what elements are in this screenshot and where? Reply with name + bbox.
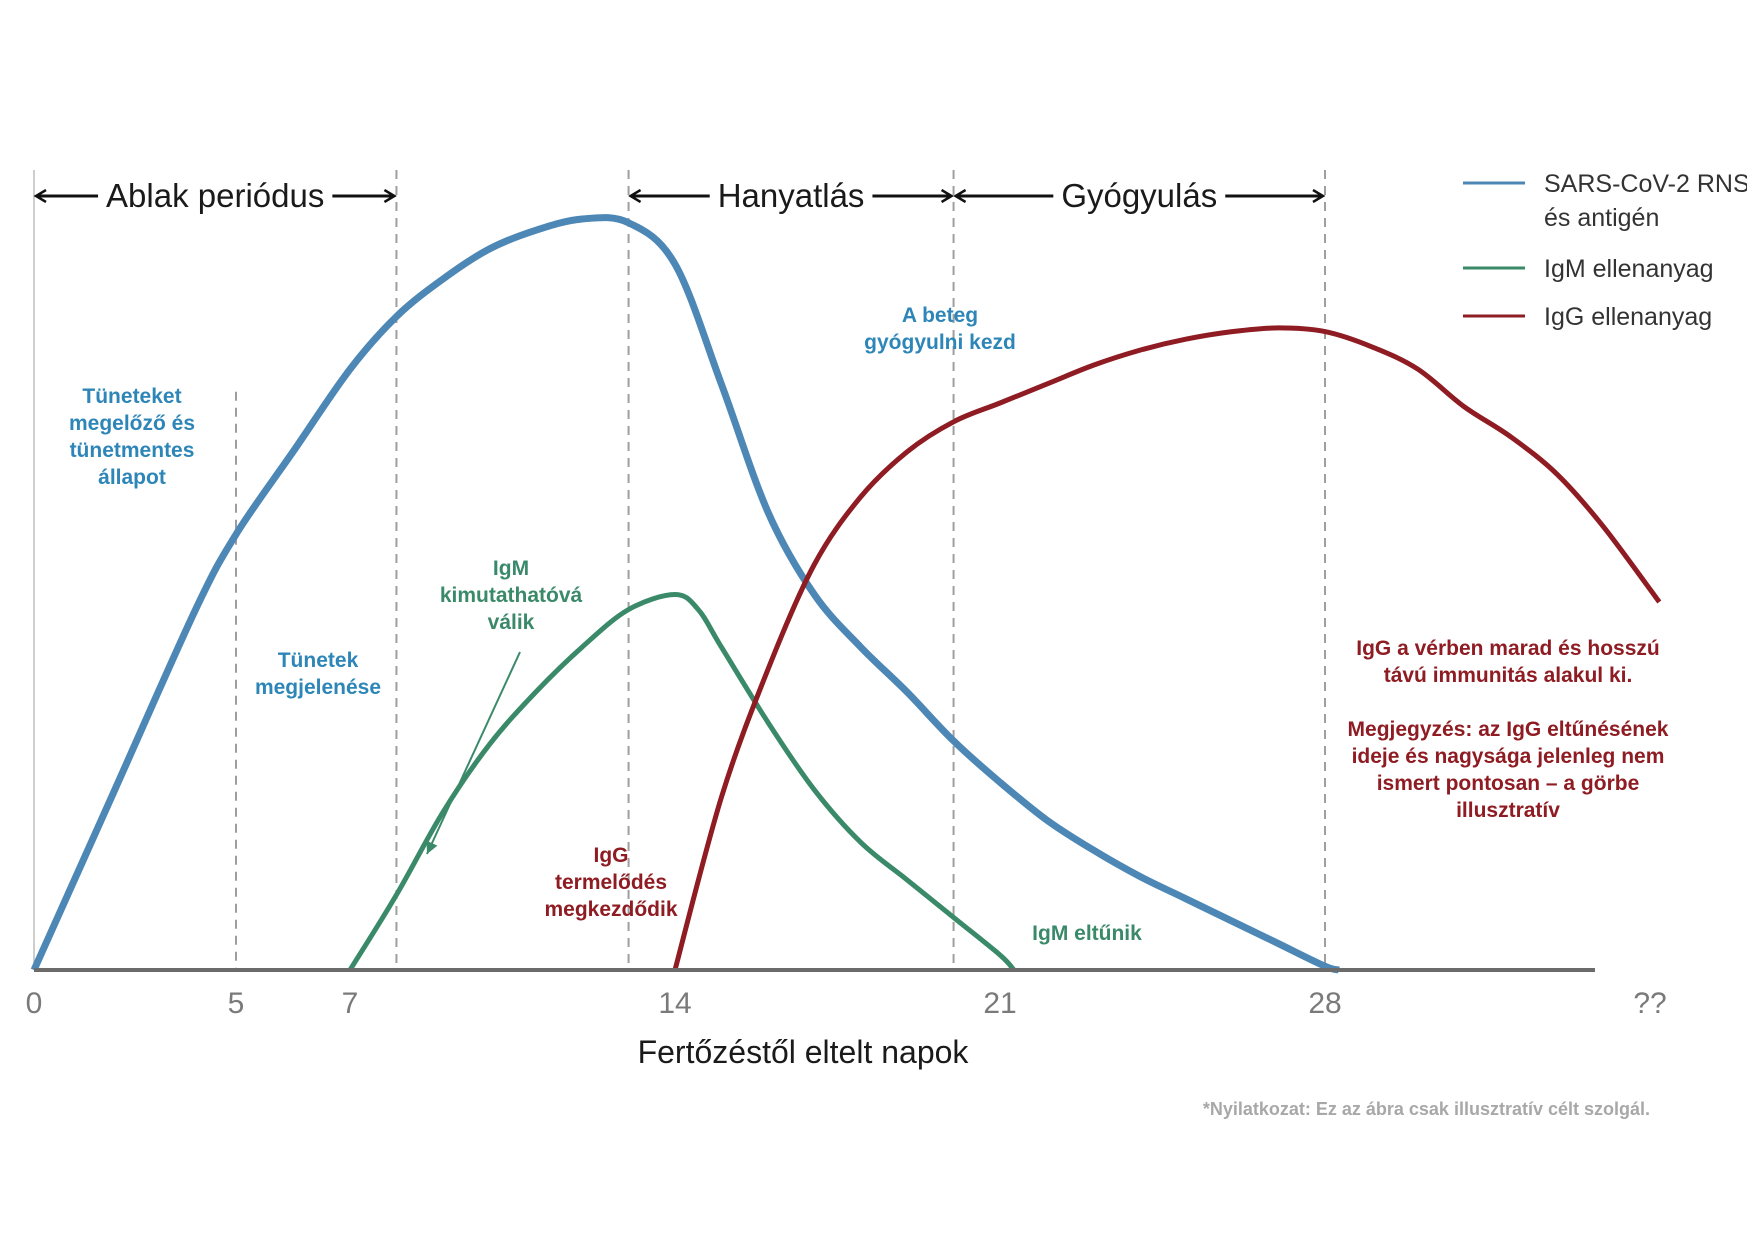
annotation-line: IgG a vérben marad és hosszú xyxy=(1356,637,1659,660)
x-tick-label: 0 xyxy=(26,987,43,1020)
x-tick-label: 28 xyxy=(1308,987,1341,1020)
x-tick-label: 14 xyxy=(658,987,691,1020)
legend-label-rna: SARS-CoV-2 RNS és antigén xyxy=(1544,170,1747,232)
series-lines xyxy=(30,214,1662,974)
annotation-recovery-start: A beteg gyógyulni kezd xyxy=(864,304,1016,354)
x-tick-label: ?? xyxy=(1633,987,1666,1020)
disclaimer-text: *Nyilatkozat: Ez az ábra csak illusztrat… xyxy=(1203,1099,1650,1119)
annotation-line: tünetmentes xyxy=(70,439,195,462)
phase-labels: Ablak periódus Hanyatlás Gyógyulás xyxy=(36,177,1323,214)
annotation-line: A beteg xyxy=(902,304,978,327)
annotation-line: Tünetek xyxy=(278,649,359,672)
legend-label-line: és antigén xyxy=(1544,204,1659,232)
x-axis-label: Fertőzéstől eltelt napok xyxy=(638,1034,970,1070)
annotation-line: IgM eltűnik xyxy=(1032,922,1142,945)
annotation-line: IgG xyxy=(594,844,629,867)
annotation-presymptomatic: Tüneteket megelőző és tünetmentes állapot xyxy=(69,385,195,489)
annotation-igm-detectable: IgM kimutathatóvá válik xyxy=(440,557,583,634)
annotation-line: ismert pontosan – a görbe xyxy=(1377,772,1640,795)
series-line-rna xyxy=(30,214,1340,974)
annotation-igg-production: IgG termelődés megkezdődik xyxy=(544,844,677,921)
x-tick-label: 21 xyxy=(983,987,1016,1020)
annotation-line: IgM xyxy=(493,557,529,580)
legend: SARS-CoV-2 RNS és antigén IgM ellenanyag Ig… xyxy=(1463,170,1747,331)
annotation-line: válik xyxy=(488,611,535,634)
annotation-line: állapot xyxy=(98,466,166,489)
annotation-igm-disappears: IgM eltűnik xyxy=(1032,922,1142,945)
phase-label: Hanyatlás xyxy=(718,177,865,214)
annotation-line: távú immunitás alakul ki. xyxy=(1384,664,1633,687)
annotations: Tüneteket megelőző és tünetmentes állapotTü… xyxy=(69,304,1669,945)
annotation-line: megkezdődik xyxy=(544,898,677,921)
x-tick-label: 5 xyxy=(228,987,245,1020)
annotation-line: Megjegyzés: az IgG eltűnésének xyxy=(1348,718,1669,741)
legend-label-line: SARS-CoV-2 RNS xyxy=(1544,170,1747,198)
annotation-line: termelődés xyxy=(555,871,667,894)
legend-label-line: IgM ellenanyag xyxy=(1544,255,1714,283)
annotation-line: megelőző és xyxy=(69,412,195,435)
legend-label-igg: IgG ellenanyag xyxy=(1544,303,1712,331)
annotation-line: gyógyulni kezd xyxy=(864,331,1016,354)
annotation-line: ideje és nagysága jelenleg nem xyxy=(1352,745,1665,768)
phase-label: Ablak periódus xyxy=(106,177,324,214)
annotation-igg-remains: IgG a vérben marad és hosszú távú immunit… xyxy=(1348,637,1669,822)
annotation-symptom-onset: Tünetek megjelenése xyxy=(255,649,381,699)
annotation-line xyxy=(1505,691,1511,714)
series-line-igm xyxy=(347,592,1016,972)
x-tick-label: 7 xyxy=(342,987,359,1020)
x-axis: 0 5 7 14 21 28?? xyxy=(26,968,1667,1020)
annotation-line: kimutathatóvá xyxy=(440,584,583,607)
annotation-line: illusztratív xyxy=(1456,799,1560,822)
annotation-line: megjelenése xyxy=(255,676,381,699)
igm-pointer-arrow xyxy=(426,651,521,855)
series-line-igg xyxy=(672,325,1662,971)
phase-lines xyxy=(33,170,1326,970)
legend-label-igm: IgM ellenanyag xyxy=(1544,255,1714,283)
legend-label-line: IgG ellenanyag xyxy=(1544,303,1712,331)
phase-label: Gyógyulás xyxy=(1061,177,1217,214)
annotation-line: Tüneteket xyxy=(82,385,181,408)
